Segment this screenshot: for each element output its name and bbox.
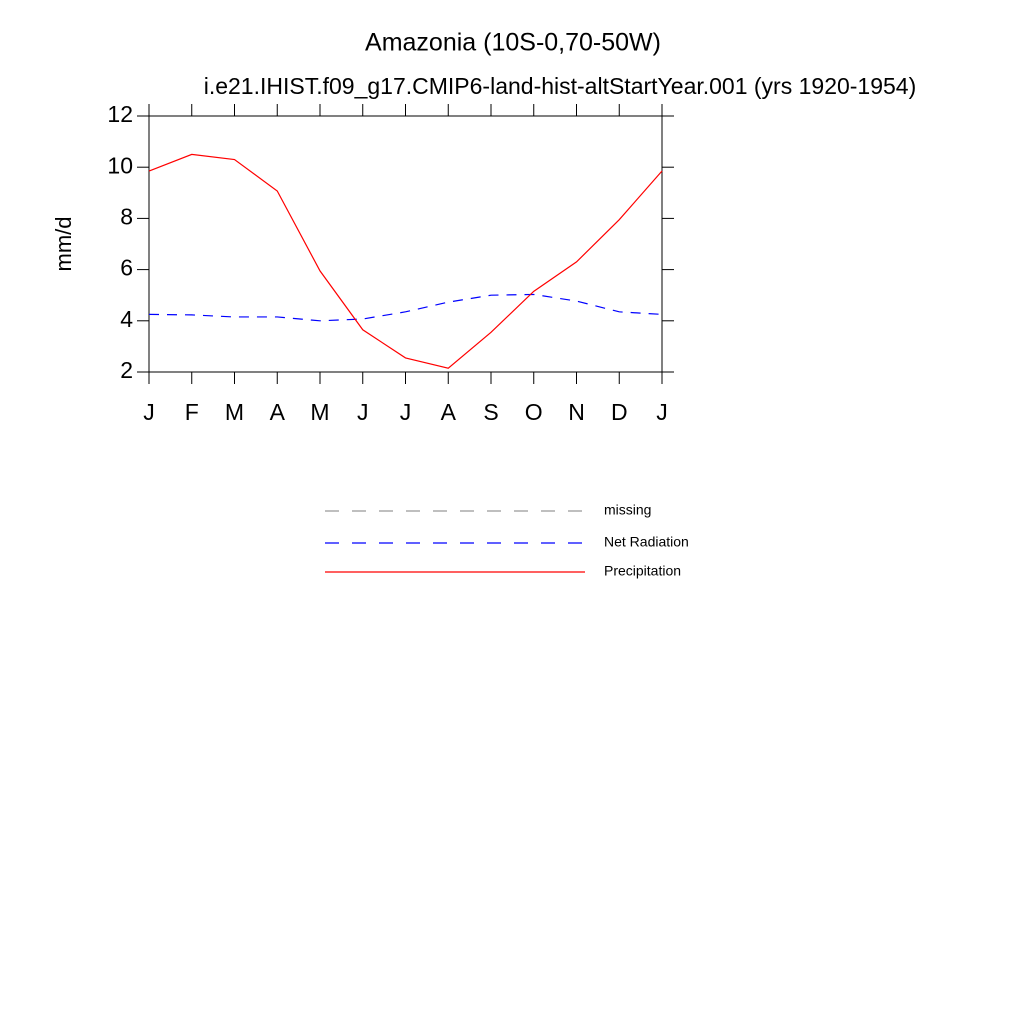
x-tick-label: O — [525, 399, 543, 425]
series-line — [148, 293, 663, 322]
x-tick-label: J — [400, 399, 412, 425]
x-tick-label: A — [441, 399, 457, 425]
x-tick-label: F — [185, 399, 199, 425]
legend-label: missing — [604, 502, 651, 518]
y-tick-label: 12 — [107, 101, 133, 127]
chart-subtitle: i.e21.IHIST.f09_g17.CMIP6-land-hist-altS… — [204, 73, 917, 99]
y-tick-label: 10 — [107, 152, 133, 178]
y-tick-label: 4 — [120, 306, 133, 332]
x-tick-label: J — [357, 399, 369, 425]
x-tick-label: M — [310, 399, 329, 425]
legend-label: Net Radiation — [604, 534, 689, 550]
x-tick-label: N — [568, 399, 585, 425]
x-tick-label: M — [225, 399, 244, 425]
x-tick-label: J — [143, 399, 155, 425]
x-tick-label: A — [270, 399, 286, 425]
chart-title: Amazonia (10S-0,70-50W) — [365, 29, 661, 57]
series-line — [148, 153, 663, 369]
y-tick-label: 6 — [120, 255, 133, 281]
legend-label: Precipitation — [604, 563, 681, 579]
x-tick-label: D — [611, 399, 628, 425]
y-tick-label: 2 — [120, 357, 133, 383]
y-tick-label: 8 — [120, 203, 133, 229]
x-tick-label: S — [483, 399, 498, 425]
plot-frame — [148, 115, 663, 373]
x-tick-label: J — [656, 399, 668, 425]
y-axis-label: mm/d — [51, 217, 76, 272]
